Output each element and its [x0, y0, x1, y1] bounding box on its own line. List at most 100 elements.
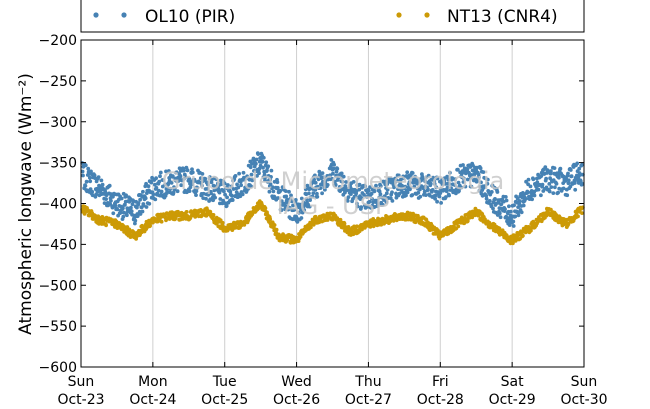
data-point: [551, 191, 556, 196]
data-point: [408, 186, 413, 191]
data-point: [416, 190, 421, 195]
data-point: [432, 182, 437, 186]
data-point: [226, 183, 230, 187]
data-point: [166, 169, 171, 173]
data-point: [342, 221, 347, 226]
data-point: [360, 227, 364, 232]
data-point: [355, 204, 360, 209]
data-point: [268, 177, 273, 182]
data-point: [208, 209, 213, 214]
data-point: [573, 187, 578, 192]
data-point: [239, 183, 244, 188]
data-point: [504, 198, 509, 203]
data-point: [465, 219, 470, 223]
y-tick-label: −250: [39, 74, 77, 90]
data-point: [249, 172, 254, 177]
data-point: [312, 177, 316, 182]
y-tick-label: −350: [39, 156, 77, 172]
data-point: [437, 194, 442, 199]
data-point: [198, 176, 203, 181]
data-point: [485, 181, 490, 186]
data-point: [323, 187, 327, 192]
data-point: [553, 185, 557, 190]
series-ol10: [80, 151, 585, 228]
data-point: [493, 197, 497, 201]
data-point: [395, 178, 400, 183]
data-point: [237, 171, 242, 176]
data-point: [456, 180, 461, 185]
data-point: [580, 211, 584, 216]
data-point: [495, 190, 500, 194]
data-point: [228, 189, 233, 194]
data-point: [477, 175, 481, 180]
data-point: [539, 193, 543, 198]
data-point: [249, 184, 254, 189]
data-point: [374, 183, 378, 188]
data-point: [499, 202, 504, 207]
data-point: [205, 187, 210, 191]
data-point: [153, 197, 158, 202]
data-point: [382, 194, 387, 199]
data-point: [130, 202, 135, 207]
data-point: [543, 165, 548, 170]
data-point: [224, 204, 229, 208]
data-point: [143, 196, 148, 201]
y-tick-label: −550: [39, 319, 77, 335]
data-point: [204, 196, 208, 201]
data-point: [83, 184, 88, 188]
data-point: [408, 175, 413, 180]
data-point: [179, 183, 184, 188]
x-tick-label-date: Oct-25: [201, 392, 248, 408]
data-point: [363, 184, 368, 189]
data-point: [359, 205, 364, 210]
data-point: [376, 202, 380, 206]
data-point: [154, 185, 159, 190]
data-point: [362, 193, 366, 197]
data-point: [447, 193, 451, 198]
data-point: [289, 199, 294, 204]
data-point: [428, 181, 433, 186]
data-point: [435, 176, 440, 181]
data-point: [285, 197, 289, 202]
data-point: [230, 193, 234, 198]
data-point: [320, 191, 324, 196]
data-point: [200, 183, 204, 188]
data-point: [549, 169, 553, 174]
data-point: [229, 184, 234, 189]
data-point: [172, 186, 177, 191]
data-point: [580, 182, 585, 186]
data-point: [418, 187, 422, 192]
data-point: [287, 206, 292, 210]
data-point: [257, 166, 262, 171]
data-point: [398, 177, 403, 182]
data-point: [444, 189, 449, 194]
data-point: [512, 203, 516, 208]
data-point: [261, 165, 265, 170]
data-point: [568, 168, 573, 172]
data-point: [201, 191, 206, 196]
watermark: Grupo de Micrometeorologia IAG - USP: [162, 167, 504, 220]
data-point: [99, 178, 104, 183]
data-point: [187, 176, 192, 181]
data-point: [222, 189, 226, 194]
data-point: [102, 201, 107, 206]
data-point: [135, 205, 139, 210]
data-point: [311, 191, 316, 196]
data-point: [213, 195, 218, 200]
data-point: [135, 214, 140, 219]
y-tick-label: −500: [39, 278, 77, 294]
data-point: [333, 179, 337, 184]
data-point: [90, 189, 95, 194]
data-point: [456, 167, 460, 172]
data-point: [299, 196, 304, 201]
data-point: [459, 185, 464, 190]
x-tick-label-day: Thu: [354, 374, 381, 390]
data-point: [141, 203, 146, 208]
data-point: [351, 180, 356, 184]
data-point: [299, 207, 303, 212]
data-point: [129, 205, 133, 210]
data-point: [378, 192, 383, 197]
x-tick-label-day: Mon: [138, 374, 168, 390]
data-point: [136, 201, 141, 205]
data-point: [164, 169, 168, 174]
